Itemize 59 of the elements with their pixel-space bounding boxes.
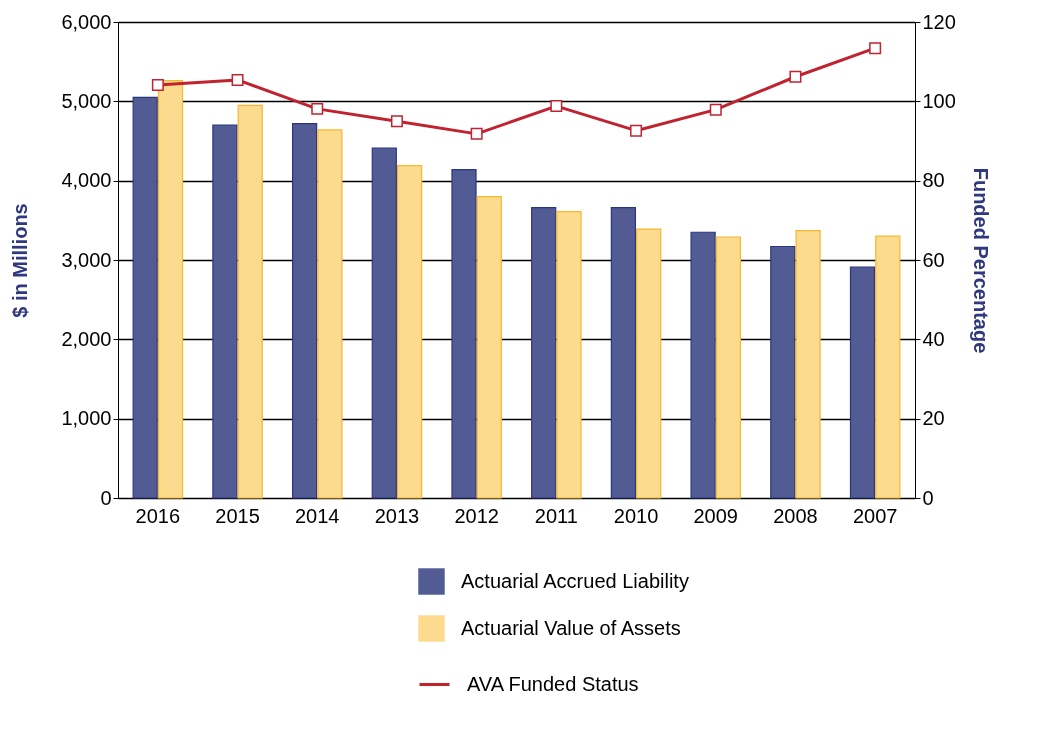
point: [789, 70, 802, 83]
bar: [875, 235, 901, 499]
x-tick-label: 2013: [374, 504, 420, 527]
bar: [212, 124, 238, 499]
y2-tick-label: 20: [922, 407, 945, 430]
y2-tick-label: 100: [922, 89, 956, 112]
x-tick-label: 2012: [454, 504, 499, 527]
point: [709, 103, 722, 116]
bar: [795, 230, 821, 499]
bar: [556, 211, 582, 499]
y-axis-title: $ in Millions: [9, 203, 32, 318]
x-tick-label: 2009: [693, 504, 738, 527]
point: [231, 73, 244, 86]
bar: [132, 96, 158, 499]
point: [550, 100, 563, 113]
bar: [157, 80, 184, 499]
bar: [690, 231, 716, 499]
bar: [476, 195, 502, 499]
bar: [291, 122, 318, 499]
legend-label: Actuarial Value of Assets: [461, 616, 681, 639]
y-tick-label: 6,000: [61, 10, 112, 33]
y2-tick-label: 0: [922, 486, 934, 509]
bar: [636, 228, 662, 499]
bar: [451, 168, 477, 499]
y2-tick-label: 120: [922, 10, 956, 33]
bar: [371, 147, 397, 499]
legend-label: Actuarial Accrued Liability: [461, 569, 689, 592]
y-tick-label: 4,000: [61, 169, 112, 192]
bar: [317, 129, 343, 499]
y-tick-label: 0: [100, 486, 112, 509]
point: [869, 42, 882, 55]
y-tick-label: 3,000: [61, 248, 112, 271]
x-tick-label: 2016: [135, 504, 181, 527]
x-tick-label: 2011: [534, 504, 578, 527]
point: [390, 115, 403, 128]
bar: [715, 236, 742, 499]
point: [151, 79, 164, 92]
y-tick-label: 5,000: [61, 89, 112, 112]
y2-axis-title: Funded Percentage: [969, 167, 992, 354]
y2-tick-label: 60: [922, 248, 945, 271]
x-tick-label: 2015: [215, 504, 260, 527]
x-tick-label: 2010: [613, 504, 659, 527]
x-tick-label: 2007: [852, 504, 898, 527]
bar: [396, 164, 423, 499]
bar: [610, 207, 637, 499]
y-tick-label: 1,000: [61, 407, 112, 430]
bar: [531, 207, 557, 499]
bar: [770, 245, 796, 499]
y2-tick-label: 80: [922, 169, 945, 192]
bar: [237, 104, 263, 499]
bar: [849, 266, 876, 499]
x-tick-label: 2008: [773, 504, 818, 527]
legend-label: AVA Funded Status: [467, 672, 639, 695]
point: [311, 102, 324, 115]
point: [470, 127, 483, 140]
y-tick-label: 2,000: [61, 327, 112, 350]
point: [630, 124, 643, 137]
y2-tick-label: 40: [922, 327, 945, 350]
x-tick-label: 2014: [295, 504, 340, 527]
